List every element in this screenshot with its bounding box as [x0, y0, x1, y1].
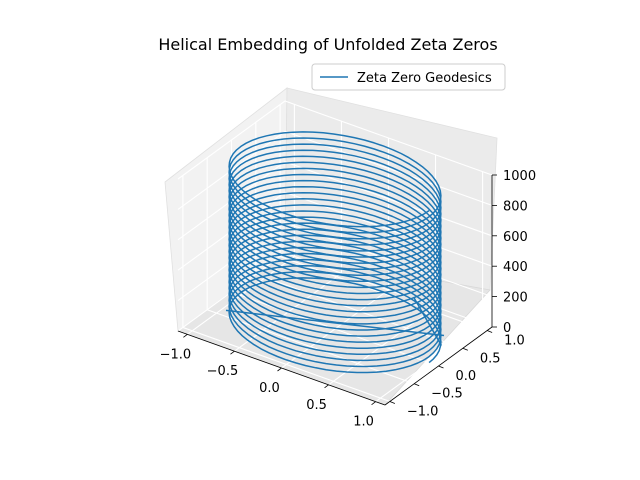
x-tick-mark: [371, 401, 376, 405]
chart-title: Helical Embedding of Unfolded Zeta Zeros: [158, 35, 497, 54]
series-chord-line: [225, 309, 445, 337]
x-tick-mark: [230, 350, 235, 355]
grid-line-y-floor: [279, 256, 488, 332]
z-tick-label: 0: [503, 321, 511, 336]
z-tick-label: 800: [503, 199, 528, 214]
z-tick-label: 600: [503, 230, 528, 245]
axes: [177, 174, 497, 406]
grid-line-y-floor: [182, 326, 391, 402]
y-tick-mark: [462, 347, 468, 351]
grid-line-z: [177, 161, 493, 241]
legend: Zeta Zero Geodesics: [311, 63, 506, 91]
y-tick-label: −0.5: [431, 387, 463, 402]
y-tick-mark: [389, 401, 396, 404]
x-tick-mark: [277, 367, 282, 372]
series-chord-line: [413, 297, 443, 346]
legend-box: [311, 63, 506, 91]
z-tick-label: 1000: [503, 169, 536, 184]
y-tick-label: 0.0: [456, 369, 477, 384]
legend-label: Zeta Zero Geodesics: [357, 71, 492, 86]
series-layer: [225, 131, 445, 374]
x-tick-label: 1.0: [353, 415, 374, 430]
y-tick-mark: [486, 330, 493, 333]
x-tick-mark: [183, 334, 188, 338]
z-tick-label: 200: [503, 291, 528, 306]
x-tick-label: 0.0: [259, 381, 280, 396]
x-tick-mark: [324, 384, 329, 389]
x-tick-label: −0.5: [207, 364, 239, 379]
grid-line-z: [177, 100, 493, 180]
y-tick-label: 1.0: [504, 334, 525, 349]
grid-line-z: [177, 191, 493, 271]
y-tick-label: 0.5: [480, 351, 501, 366]
y-tick-label: −1.0: [407, 404, 439, 419]
x-tick-label: −1.0: [160, 347, 192, 362]
y-tick-mark: [414, 383, 420, 387]
z-tick-label: 400: [503, 260, 528, 275]
tick-labels: −1.0−0.50.00.51.0−1.0−0.50.00.51.0020040…: [160, 169, 536, 430]
grid-line-z: [177, 252, 493, 332]
x-tick-label: 0.5: [306, 398, 327, 413]
y-tick-mark: [438, 365, 444, 369]
grid-line-z: [177, 221, 493, 302]
series-helix-line: [228, 131, 442, 374]
grid-line-z: [177, 130, 493, 210]
